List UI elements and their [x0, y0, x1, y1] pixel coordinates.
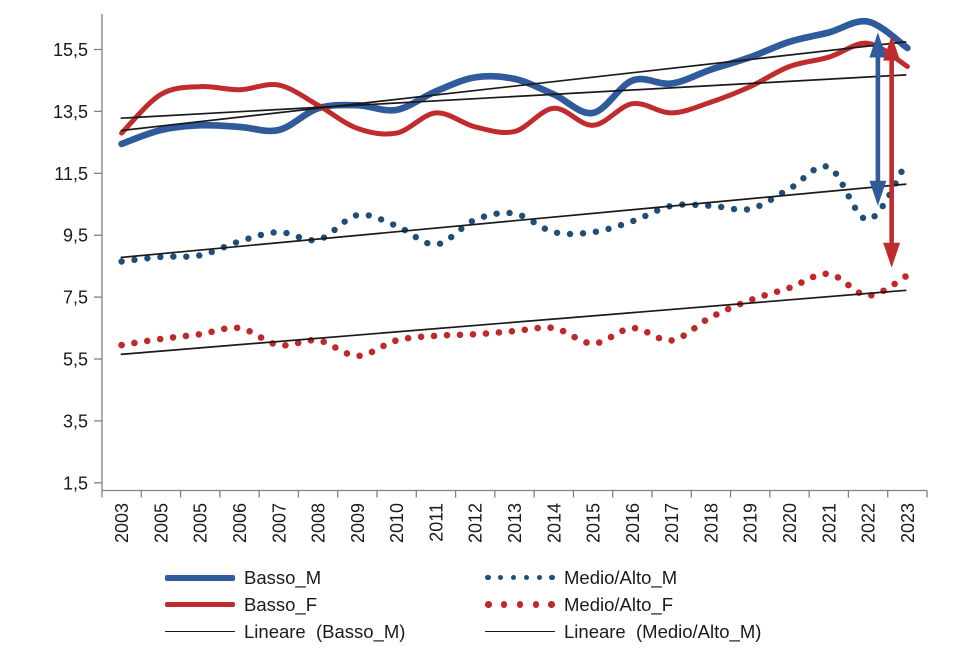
legend-label: Medio/Alto_M: [564, 566, 678, 588]
legend-item: Lineare (Medio/Alto_M): [485, 620, 761, 643]
legend-swatch-medio-alto-f-icon: [485, 601, 555, 608]
x-axis-tick-label: 2016: [623, 503, 643, 543]
y-axis-tick-label: 15,5: [53, 40, 88, 60]
legend-item: Basso_F: [165, 593, 405, 616]
x-axis-tick-label: 2011: [426, 503, 446, 542]
x-axis-tick-label: 2015: [584, 503, 604, 543]
gap-arrow-male-icon: [869, 32, 887, 206]
series-basso-m-line: [118, 17, 911, 148]
x-axis-tick-label: 2017: [662, 503, 682, 543]
legend-item: Medio/Alto_M: [485, 566, 761, 589]
trendline-lineare-medio-alto-f-: [120, 289, 907, 356]
legend-label: Basso_F: [244, 593, 318, 615]
y-axis-tick-label: 3,5: [63, 411, 88, 431]
legend-label: Lineare (Basso_M): [244, 620, 406, 642]
x-axis-tick-label: 2018: [701, 503, 721, 543]
y-axis-tick-label: 7,5: [63, 288, 88, 308]
y-axis-tick-label: 9,5: [63, 226, 88, 246]
legend-item: Basso_M: [165, 566, 405, 589]
x-axis-tick-label: 2012: [466, 503, 486, 543]
y-axis-tick-label: 1,5: [63, 473, 88, 493]
y-axis-tick-label: 5,5: [63, 350, 88, 370]
x-axis-tick-label: 2020: [780, 503, 800, 543]
x-axis-tick-label: 2007: [269, 503, 289, 543]
legend-label: Medio/Alto_F: [564, 593, 673, 615]
legend-label: Lineare (Medio/Alto_M): [564, 620, 762, 642]
x-axis-tick-label: 2010: [387, 503, 407, 543]
legend-swatch-lineare-basso-m--icon: [165, 630, 235, 633]
chart-legend: Basso_M Basso_F Lineare (Basso_M) Medio/Alt…: [0, 566, 965, 661]
x-axis-tick-label: 2014: [544, 503, 564, 543]
x-axis-tick-label: 2023: [898, 503, 918, 543]
series-basso-f-line: [119, 40, 910, 137]
x-axis-tick-label: 2008: [309, 503, 329, 543]
legend-swatch-medio-alto-m-icon: [485, 574, 555, 581]
x-axis-tick-label: 2013: [505, 503, 525, 543]
x-axis-tick-label: 2021: [819, 503, 839, 543]
x-axis-tick-label: 2006: [230, 503, 250, 543]
trendline-lineare-basso-m-: [120, 40, 907, 132]
legend-item: Lineare (Basso_M): [165, 620, 405, 643]
legend-swatch-lineare-medio-alto-m--icon: [485, 630, 555, 633]
x-axis-tick-label: 2003: [112, 503, 132, 543]
gap-arrow-female-icon: [883, 35, 901, 268]
legend-column-1: Basso_M Basso_F Lineare (Basso_M): [165, 566, 405, 643]
y-axis-tick-label: 13,5: [53, 102, 88, 122]
trendline-lineare-basso-f-: [120, 74, 907, 120]
legend-swatch-basso-f-icon: [165, 602, 235, 607]
legend-column-2: Medio/Alto_M Medio/Alto_F Lineare (Medio/A…: [485, 566, 761, 643]
series-medio-alto-f-line: [118, 270, 911, 360]
legend-label: Basso_M: [244, 566, 322, 588]
trendline-lineare-medio-alto-m-: [120, 183, 907, 259]
x-axis-tick-label: 2009: [348, 503, 368, 543]
x-axis-tick-label: 2019: [741, 503, 761, 543]
legend-item: Medio/Alto_F: [485, 593, 761, 616]
legend-swatch-basso-m-icon: [165, 574, 235, 581]
x-axis-tick-label: 2005: [191, 503, 211, 543]
x-axis-tick-label: 2005: [151, 503, 171, 543]
x-axis-tick-label: 2022: [859, 503, 879, 543]
y-axis-tick-label: 11,5: [54, 164, 88, 184]
line-chart-canvas: 15,5 13,5 11,5 9,5 7,5 5,5 3,5 1,5 2003 2005 2005 2…: [53, 14, 928, 543]
